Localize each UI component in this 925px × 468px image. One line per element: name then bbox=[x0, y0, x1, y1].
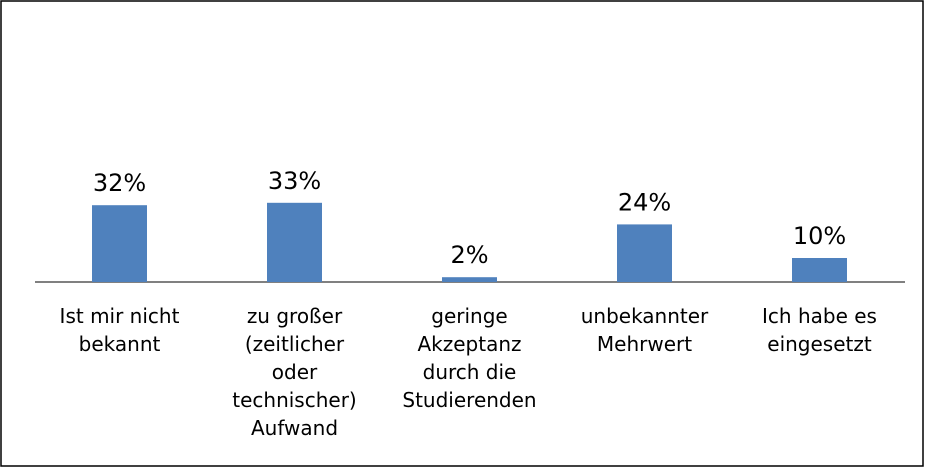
bar bbox=[267, 202, 322, 282]
x-tick-label: unbekannter Mehrwert bbox=[580, 304, 709, 356]
bar bbox=[617, 224, 672, 282]
x-tick-label: Ist mir nicht bekannt bbox=[59, 304, 180, 356]
bar bbox=[792, 258, 847, 282]
data-label: 33% bbox=[268, 167, 321, 195]
x-tick-label: zu großer (zeitlicher oder technischer) … bbox=[232, 304, 357, 440]
data-label: 10% bbox=[793, 222, 846, 250]
data-label: 2% bbox=[450, 241, 488, 269]
x-tick-label: geringe Akzeptanz durch die Studierenden bbox=[402, 304, 537, 412]
bar bbox=[92, 205, 147, 282]
data-label: 32% bbox=[93, 169, 146, 197]
bar bbox=[442, 277, 497, 282]
data-label: 24% bbox=[618, 188, 671, 216]
x-tick-label: Ich habe es eingesetzt bbox=[762, 304, 877, 356]
